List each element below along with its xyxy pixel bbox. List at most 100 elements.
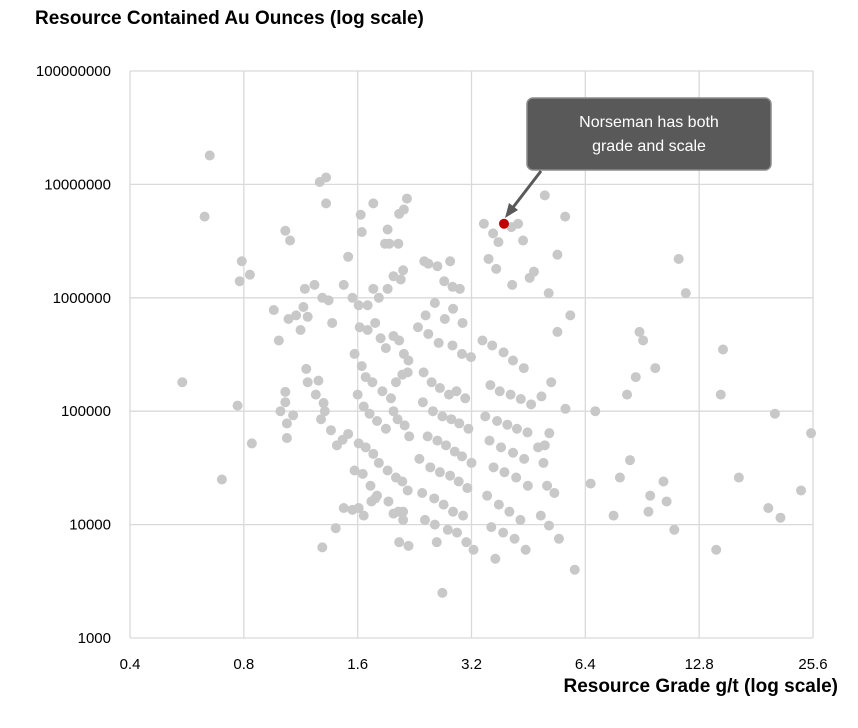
data-point — [483, 253, 494, 264]
data-point — [515, 394, 526, 405]
data-point — [365, 480, 376, 491]
data-point — [533, 442, 544, 453]
data-point — [288, 410, 299, 421]
data-point — [535, 510, 546, 521]
data-point — [522, 480, 533, 491]
data-point — [429, 519, 440, 530]
data-point — [448, 506, 459, 517]
data-point — [673, 253, 684, 264]
data-point — [338, 503, 349, 514]
data-point — [390, 377, 401, 388]
data-point — [423, 258, 434, 269]
data-point — [380, 423, 391, 434]
data-point — [549, 487, 560, 498]
data-point — [373, 457, 384, 468]
data-point — [511, 472, 522, 483]
data-point — [445, 470, 456, 481]
data-point — [281, 433, 292, 444]
data-point — [418, 367, 429, 378]
data-point — [398, 506, 409, 517]
data-point — [325, 425, 336, 436]
data-point — [590, 406, 601, 417]
data-point — [354, 322, 365, 333]
data-point — [442, 524, 453, 535]
data-point — [452, 527, 463, 538]
data-point — [358, 401, 369, 412]
y-axis-title: Resource Contained Au Ounces (log scale) — [35, 8, 424, 29]
data-point — [401, 193, 412, 204]
data-point — [433, 337, 444, 348]
data-point — [355, 209, 366, 220]
data-point — [499, 467, 510, 478]
data-point — [560, 211, 571, 222]
data-point — [367, 377, 378, 388]
data-point — [622, 389, 633, 400]
data-point — [457, 317, 468, 328]
data-point — [528, 266, 539, 277]
data-point — [498, 527, 509, 538]
data-point — [465, 352, 476, 363]
data-point — [488, 228, 499, 239]
data-point — [426, 377, 437, 388]
data-point — [485, 380, 496, 391]
data-point — [658, 476, 669, 487]
norseman-callout: Norseman has both grade and scale — [505, 97, 772, 218]
data-point — [536, 391, 547, 402]
data-point — [504, 506, 515, 517]
data-point — [318, 398, 329, 409]
data-point — [375, 333, 386, 344]
data-point — [412, 322, 423, 333]
data-point — [462, 483, 473, 494]
data-point — [360, 442, 371, 453]
data-point — [486, 522, 497, 533]
data-point — [317, 542, 328, 553]
data-point — [680, 288, 691, 299]
data-point — [425, 462, 436, 473]
data-point — [634, 326, 645, 337]
data-point — [468, 544, 479, 555]
data-point — [321, 172, 332, 183]
data-point — [508, 355, 519, 366]
data-point — [439, 276, 450, 287]
data-point — [482, 490, 493, 501]
data-point — [796, 485, 807, 496]
y-tick-label: 10000000 — [44, 176, 111, 193]
data-point — [544, 520, 555, 531]
data-point — [509, 533, 520, 544]
data-point — [560, 403, 571, 414]
data-point — [343, 428, 354, 439]
data-point — [399, 420, 410, 431]
data-point — [456, 451, 467, 462]
data-point — [327, 317, 338, 328]
data-point — [384, 238, 395, 249]
data-point — [432, 435, 443, 446]
data-point — [285, 235, 296, 246]
data-point — [281, 418, 292, 429]
data-point — [446, 414, 457, 425]
y-tick-labels: 1000 10000 100000 1000000 10000000 100000000 — [36, 63, 111, 647]
data-point — [553, 533, 564, 544]
y-tick-label: 100000 — [61, 403, 111, 420]
data-point — [505, 389, 516, 400]
callout-box — [526, 97, 772, 171]
callout-arrowhead — [505, 203, 518, 218]
data-point — [382, 224, 393, 235]
data-point — [491, 263, 502, 274]
x-tick-label: 6.4 — [575, 656, 596, 673]
data-point — [520, 544, 531, 555]
data-point — [806, 428, 817, 439]
data-point — [515, 514, 526, 525]
data-point — [349, 348, 360, 359]
data-point — [397, 476, 408, 487]
data-point — [234, 276, 245, 287]
data-point — [382, 283, 393, 294]
data-point — [448, 303, 459, 314]
data-point — [507, 279, 518, 290]
y-tick-label: 100000000 — [36, 63, 111, 80]
data-point — [291, 310, 302, 321]
data-point — [711, 544, 722, 555]
data-point — [177, 377, 188, 388]
data-point — [385, 393, 396, 404]
data-point — [493, 237, 504, 248]
